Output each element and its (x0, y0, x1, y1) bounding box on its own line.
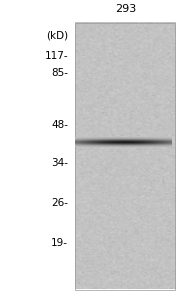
Text: 48-: 48- (51, 119, 68, 130)
Text: (kD): (kD) (46, 30, 68, 40)
Text: 34-: 34- (51, 158, 68, 169)
Text: 85-: 85- (51, 68, 68, 79)
Bar (75, 22, 175, 290)
Text: 117-: 117- (44, 50, 68, 61)
Text: 19-: 19- (51, 238, 68, 248)
Text: 26-: 26- (51, 197, 68, 208)
Text: 293: 293 (115, 4, 136, 14)
